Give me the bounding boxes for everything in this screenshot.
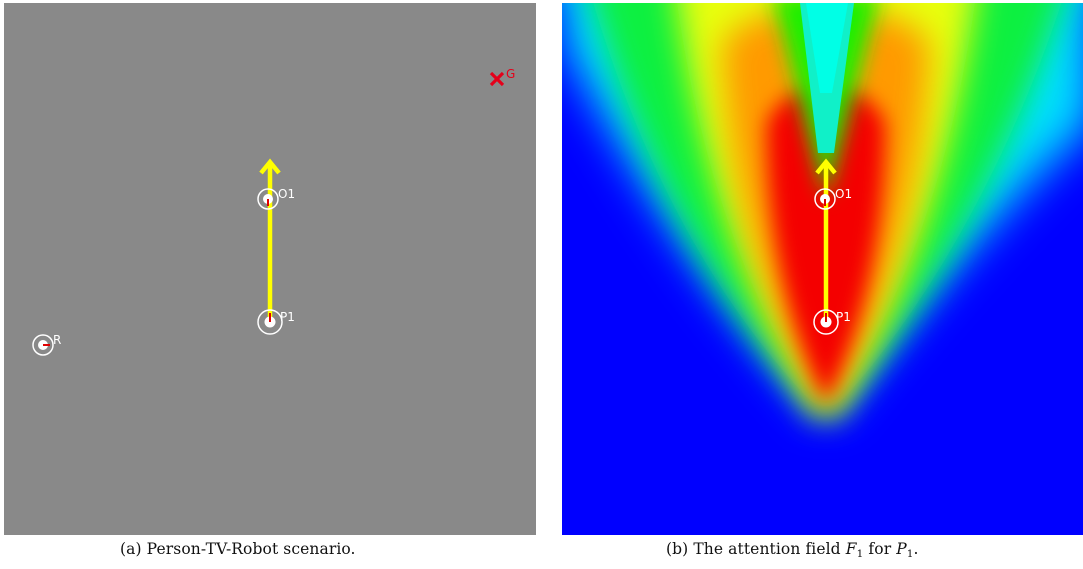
object-label: O1 [278, 187, 295, 201]
robot-marker [32, 334, 54, 356]
caption-b-prefix: (b) [666, 540, 689, 558]
object-marker [814, 188, 836, 210]
field-wedge-cyan-top [806, 3, 848, 93]
robot-label: R [53, 333, 61, 347]
field-symbol-letter: F [845, 540, 857, 558]
scenario-panel: G O1 P1 R [4, 3, 536, 535]
caption-b-end: . [913, 540, 919, 558]
attention-field-panel: O1 P1 [562, 3, 1083, 535]
caption-b-text-2: for [868, 540, 892, 558]
person-symbol-letter: P [896, 540, 907, 558]
person-symbol-index: 1 [906, 548, 914, 560]
goal-label: G [506, 67, 515, 81]
caption-b: (b) The attention field F1 for P1. [666, 540, 919, 560]
attention-field-canvas: O1 P1 [562, 3, 1083, 535]
scenario-canvas: G O1 P1 R [32, 67, 515, 356]
caption-a-prefix: (a) [120, 540, 142, 558]
heading-arrow [259, 158, 281, 321]
heading-arrow [815, 158, 837, 321]
caption-b-text-1: The attention field [693, 540, 841, 558]
person-label: P1 [280, 310, 295, 324]
person-marker [257, 309, 283, 335]
caption-a: (a) Person-TV-Robot scenario. [120, 540, 356, 558]
person-marker [813, 309, 839, 335]
person-label: P1 [836, 310, 851, 324]
object-label: O1 [835, 187, 852, 201]
object-marker [257, 188, 279, 210]
field-symbol-index: 1 [856, 548, 864, 560]
caption-a-text: Person-TV-Robot scenario. [146, 540, 356, 558]
field-symbol: F1 [845, 540, 864, 560]
person-symbol: P1 [896, 540, 914, 560]
goal-marker [489, 71, 505, 87]
